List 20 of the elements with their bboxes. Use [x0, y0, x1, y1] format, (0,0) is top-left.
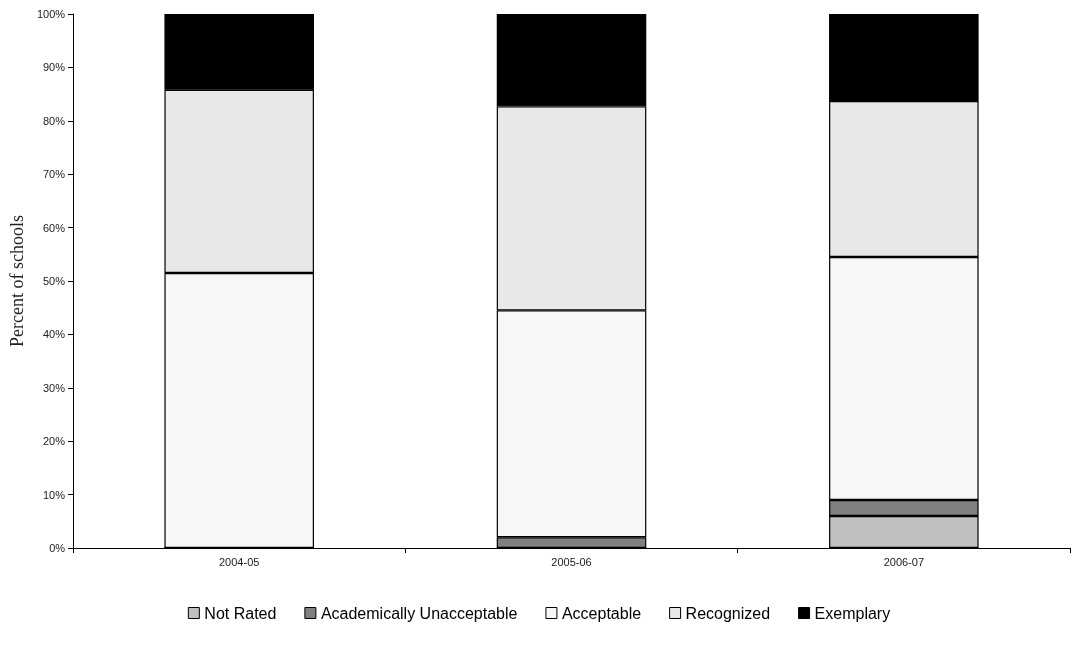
y-tick-label: 20% [43, 435, 66, 448]
y-tick-label: 30% [43, 381, 66, 394]
y-tick-label: 0% [49, 542, 66, 554]
y-tick-label: 70% [43, 168, 66, 181]
y-tick-label: 40% [43, 328, 66, 341]
y-tick-label: 80% [43, 114, 66, 127]
legend-label: Not Rated [204, 604, 277, 622]
x-tick-label: 2004-05 [219, 555, 260, 568]
y-axis-title: Percent of schools [7, 215, 27, 347]
legend-label: Academically Unacceptable [320, 604, 518, 622]
y-tick-label: 10% [43, 488, 66, 501]
legend-label: Acceptable [561, 604, 642, 622]
x-tick-label: 2005-06 [551, 555, 592, 568]
y-tick-label: 100% [36, 8, 66, 20]
y-tick-label: 50% [43, 275, 66, 287]
y-tick-label: 60% [43, 221, 66, 234]
legend-label: Exemplary [814, 604, 891, 622]
x-tick-label: 2006-07 [883, 555, 925, 568]
y-tick-label: 90% [43, 61, 66, 74]
legend-label: Recognized [685, 604, 771, 622]
